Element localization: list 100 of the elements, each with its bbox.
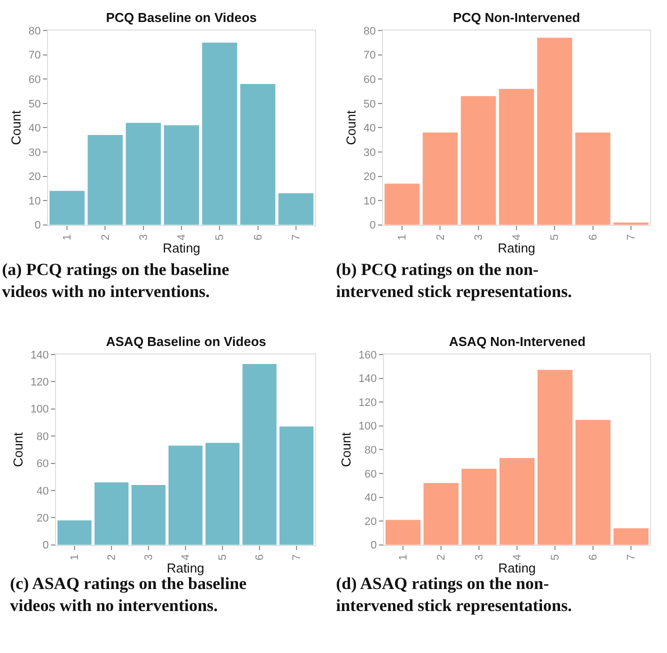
y-tick-label: 80 xyxy=(28,25,41,38)
y-tick-label: 160 xyxy=(358,349,377,362)
y-tick-label: 30 xyxy=(28,146,41,159)
x-tick-label: 1 xyxy=(396,234,409,240)
text: (b) PCQ ratings on the non- intervened stick representations. xyxy=(336,260,572,302)
y-tick-label: 100 xyxy=(30,404,49,416)
y-tick-label: 40 xyxy=(36,485,49,498)
y-tick-label: 0 xyxy=(34,220,41,232)
bar xyxy=(498,88,534,225)
y-tick-label: 120 xyxy=(30,376,49,389)
x-tick-label: 1 xyxy=(69,554,82,560)
bar xyxy=(50,190,85,225)
bar xyxy=(202,42,238,225)
y-tick-label: 20 xyxy=(28,171,41,184)
y-tick-label: 0 xyxy=(370,540,377,552)
bar xyxy=(88,134,123,225)
x-axis-title: Rating xyxy=(498,240,536,256)
y-tick-label: 50 xyxy=(364,98,376,110)
x-tick-label: 3 xyxy=(143,554,156,560)
bar xyxy=(386,520,420,545)
x-tick-label: 1 xyxy=(398,554,410,560)
y-tick-label: 40 xyxy=(364,122,376,135)
chart-title: PCQ Baseline on Videos xyxy=(106,10,257,25)
chart-title: PCQ Non-Intervened xyxy=(453,10,580,25)
text: (a) PCQ ratings on the baseline videos with no interventions. xyxy=(2,260,230,302)
x-tick-label: 2 xyxy=(100,234,112,240)
x-tick-label: 2 xyxy=(434,234,447,240)
y-tick-label: 140 xyxy=(358,373,377,386)
y-axis-title: Count xyxy=(10,432,26,468)
y-axis-title: Count xyxy=(8,110,24,146)
bar xyxy=(538,370,572,545)
y-tick-label: 140 xyxy=(30,349,49,362)
y-tick-label: 20 xyxy=(36,512,49,525)
bar xyxy=(242,364,277,545)
y-tick-label: 10 xyxy=(28,195,41,208)
y-tick-label: 80 xyxy=(364,25,376,38)
y-tick-label: 10 xyxy=(364,195,376,208)
y-tick-label: 20 xyxy=(364,171,376,184)
x-tick-label: 4 xyxy=(176,234,188,240)
x-tick-label: 5 xyxy=(549,234,562,240)
bar xyxy=(576,420,610,545)
y-tick-label: 60 xyxy=(28,74,41,86)
y-tick-label: 70 xyxy=(364,50,376,62)
bar xyxy=(462,468,496,545)
x-tick-label: 4 xyxy=(511,234,524,240)
x-tick-label: 4 xyxy=(180,554,192,560)
bar xyxy=(614,528,648,545)
bar xyxy=(131,485,166,545)
bar xyxy=(126,122,161,225)
bar xyxy=(422,132,458,225)
bar xyxy=(94,482,129,545)
x-tick-label: 7 xyxy=(626,554,638,560)
chart-title: ASAQ Non-Intervened xyxy=(449,334,586,349)
x-tick-label: 6 xyxy=(252,234,264,240)
x-tick-label: 6 xyxy=(588,554,600,560)
x-tick-label: 6 xyxy=(587,234,600,240)
y-tick-label: 60 xyxy=(364,468,377,480)
y-tick-label: 50 xyxy=(28,98,41,110)
x-tick-label: 6 xyxy=(254,554,266,560)
x-tick-label: 4 xyxy=(512,554,524,560)
x-tick-label: 2 xyxy=(106,554,118,560)
text: (c) ASAQ ratings on the baseline videos with no interventions. xyxy=(10,574,248,616)
y-tick-label: 0 xyxy=(370,220,376,232)
x-tick-label: 7 xyxy=(291,554,304,560)
bar xyxy=(279,426,314,545)
x-tick-label: 3 xyxy=(472,234,485,240)
y-tick-label: 40 xyxy=(364,492,377,504)
y-axis-title: Count xyxy=(344,110,358,146)
x-tick-label: 5 xyxy=(217,554,230,560)
y-tick-label: 100 xyxy=(358,420,377,433)
x-tick-label: 5 xyxy=(214,234,226,240)
x-tick-label: 7 xyxy=(626,234,638,240)
y-tick-label: 20 xyxy=(364,516,377,528)
bar xyxy=(240,84,276,225)
bar xyxy=(168,446,203,545)
y-tick-label: 0 xyxy=(42,540,49,552)
y-tick-label: 80 xyxy=(36,430,49,443)
y-tick-label: 60 xyxy=(364,74,376,86)
x-axis-title: Rating xyxy=(162,240,200,256)
bar xyxy=(537,38,572,225)
y-tick-label: 40 xyxy=(28,122,41,135)
bar xyxy=(500,458,534,545)
x-tick-label: 5 xyxy=(550,554,562,560)
y-tick-label: 120 xyxy=(358,396,377,409)
x-tick-label: 7 xyxy=(290,234,303,240)
bar xyxy=(205,442,240,545)
bar xyxy=(424,483,458,545)
y-tick-label: 70 xyxy=(28,50,41,62)
bar xyxy=(278,193,314,225)
bar xyxy=(460,96,496,225)
bar xyxy=(57,520,92,545)
y-tick-label: 80 xyxy=(364,444,377,457)
x-tick-label: 3 xyxy=(474,554,486,560)
y-tick-label: 30 xyxy=(364,146,376,159)
x-tick-label: 3 xyxy=(138,234,150,240)
bar xyxy=(164,125,200,225)
y-axis-title: Count xyxy=(338,432,354,468)
x-axis-title: Rating xyxy=(498,560,536,576)
x-axis-title: Rating xyxy=(166,560,204,576)
text: (d) ASAQ ratings on the non- intervened stick representations. xyxy=(336,574,572,616)
